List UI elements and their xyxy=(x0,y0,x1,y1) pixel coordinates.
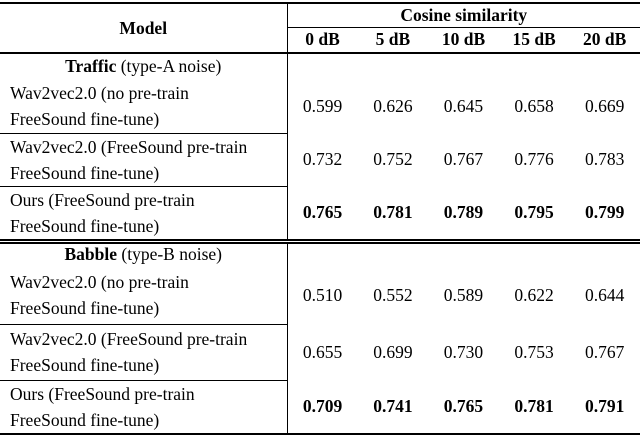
table-row: Wav2vec2.0 (FreeSound pre-train FreeSoun… xyxy=(0,133,640,187)
value-cell: 0.732 xyxy=(302,149,343,169)
value-cell: 0.626 xyxy=(373,95,413,116)
model-label-line1: Wav2vec2.0 (no pre-train xyxy=(10,82,189,103)
model-label-line2: FreeSound fine-tune) xyxy=(10,355,160,375)
model-label: Wav2vec2.0 (no pre-train FreeSound fine-… xyxy=(0,79,288,134)
value-cell: 0.699 xyxy=(373,341,413,362)
value-cell: 0.669 xyxy=(585,95,625,116)
value-cell: 0.741 xyxy=(373,395,413,416)
value-cell: 0.753 xyxy=(514,341,554,362)
value-cell: 0.765 xyxy=(287,186,358,244)
model-label-line1: Wav2vec2.0 (no pre-train xyxy=(10,271,189,292)
value-cell: 0.789 xyxy=(428,186,499,244)
table-row-ours: Ours (FreeSound pre-train FreeSound fine… xyxy=(0,186,640,244)
value-cell: 0.645 xyxy=(443,95,484,116)
value-cell: 0.658 xyxy=(514,95,554,116)
value-cell: 0.552 xyxy=(373,284,413,305)
section-title-bold: Traffic xyxy=(65,56,117,76)
value-cell: 0.791 xyxy=(585,395,625,416)
value-cell: 0.781 xyxy=(357,186,429,244)
snr-header-10db: 10 dB xyxy=(428,27,499,54)
snr-header-5db: 5 dB xyxy=(357,27,429,54)
section-row-babble: Babble (type-B noise) xyxy=(0,241,640,266)
section-title-traffic: Traffic (type-A noise) xyxy=(0,53,288,79)
model-label-line2: FreeSound fine-tune) xyxy=(10,409,160,430)
snr-header-0db: 0 dB xyxy=(287,27,358,54)
value-cell: 0.799 xyxy=(569,186,640,244)
snr-header-15db: 15 dB xyxy=(498,27,570,54)
value-cell: 0.752 xyxy=(373,149,413,169)
section-title-bold: Babble xyxy=(64,244,118,265)
section-title-rest: (type-B noise) xyxy=(117,244,222,265)
value-cell: 0.765 xyxy=(443,395,484,416)
table-row: Wav2vec2.0 (no pre-train FreeSound fine-… xyxy=(0,79,640,134)
snr-header-20db: 20 dB xyxy=(569,27,640,54)
value-cell: 0.599 xyxy=(302,95,343,116)
section-row-traffic: Traffic (type-A noise) xyxy=(0,53,640,79)
table-row: Wav2vec2.0 (no pre-train FreeSound fine-… xyxy=(0,266,640,325)
value-cell: 0.781 xyxy=(514,395,554,416)
model-label: Ours (FreeSound pre-train FreeSound fine… xyxy=(0,380,288,434)
header-row-snr: 0 dB 5 dB 10 dB 15 dB 20 dB xyxy=(0,27,640,54)
cosine-similarity-header: Cosine similarity xyxy=(287,3,640,28)
value-cell: 0.783 xyxy=(585,149,625,169)
value-cell: 0.730 xyxy=(443,341,484,362)
model-label-line2: FreeSound fine-tune) xyxy=(10,215,160,236)
empty-values-cell xyxy=(287,53,640,79)
model-label-line1: Wav2vec2.0 (FreeSound pre-train xyxy=(10,329,248,349)
table-row-ours: Ours (FreeSound pre-train FreeSound fine… xyxy=(0,380,640,434)
value-cell: 0.510 xyxy=(302,284,343,305)
model-header-cell: Model xyxy=(0,3,288,54)
section-title-babble: Babble (type-B noise) xyxy=(0,241,288,266)
value-cell: 0.622 xyxy=(514,284,554,305)
model-label: Ours (FreeSound pre-train FreeSound fine… xyxy=(0,186,288,244)
model-label-line2: FreeSound fine-tune) xyxy=(10,108,160,129)
empty-values-cell xyxy=(287,241,640,266)
value-cell: 0.655 xyxy=(302,341,343,362)
model-label-line1: Ours (FreeSound pre-train xyxy=(10,189,195,210)
section-title-rest: (type-A noise) xyxy=(116,56,222,76)
value-cell: 0.767 xyxy=(585,341,625,362)
model-label-line1: Wav2vec2.0 (FreeSound pre-train xyxy=(10,136,248,157)
value-cell: 0.776 xyxy=(514,149,554,169)
table-row: Wav2vec2.0 (FreeSound pre-train FreeSoun… xyxy=(0,324,640,381)
model-label-line2: FreeSound fine-tune) xyxy=(10,162,160,183)
model-label: Wav2vec2.0 (no pre-train FreeSound fine-… xyxy=(0,266,288,325)
model-label-line2: FreeSound fine-tune) xyxy=(10,297,160,318)
header-row-group: Model Cosine similarity xyxy=(0,3,640,54)
value-cell: 0.795 xyxy=(498,186,570,244)
model-label-line1: Ours (FreeSound pre-train xyxy=(10,383,195,404)
value-cell: 0.644 xyxy=(585,284,625,305)
model-label: Wav2vec2.0 (FreeSound pre-train FreeSoun… xyxy=(0,324,288,381)
value-cell: 0.589 xyxy=(443,284,484,305)
value-cell: 0.709 xyxy=(302,395,343,416)
model-label: Wav2vec2.0 (FreeSound pre-train FreeSoun… xyxy=(0,133,288,187)
value-cell: 0.767 xyxy=(443,149,484,169)
